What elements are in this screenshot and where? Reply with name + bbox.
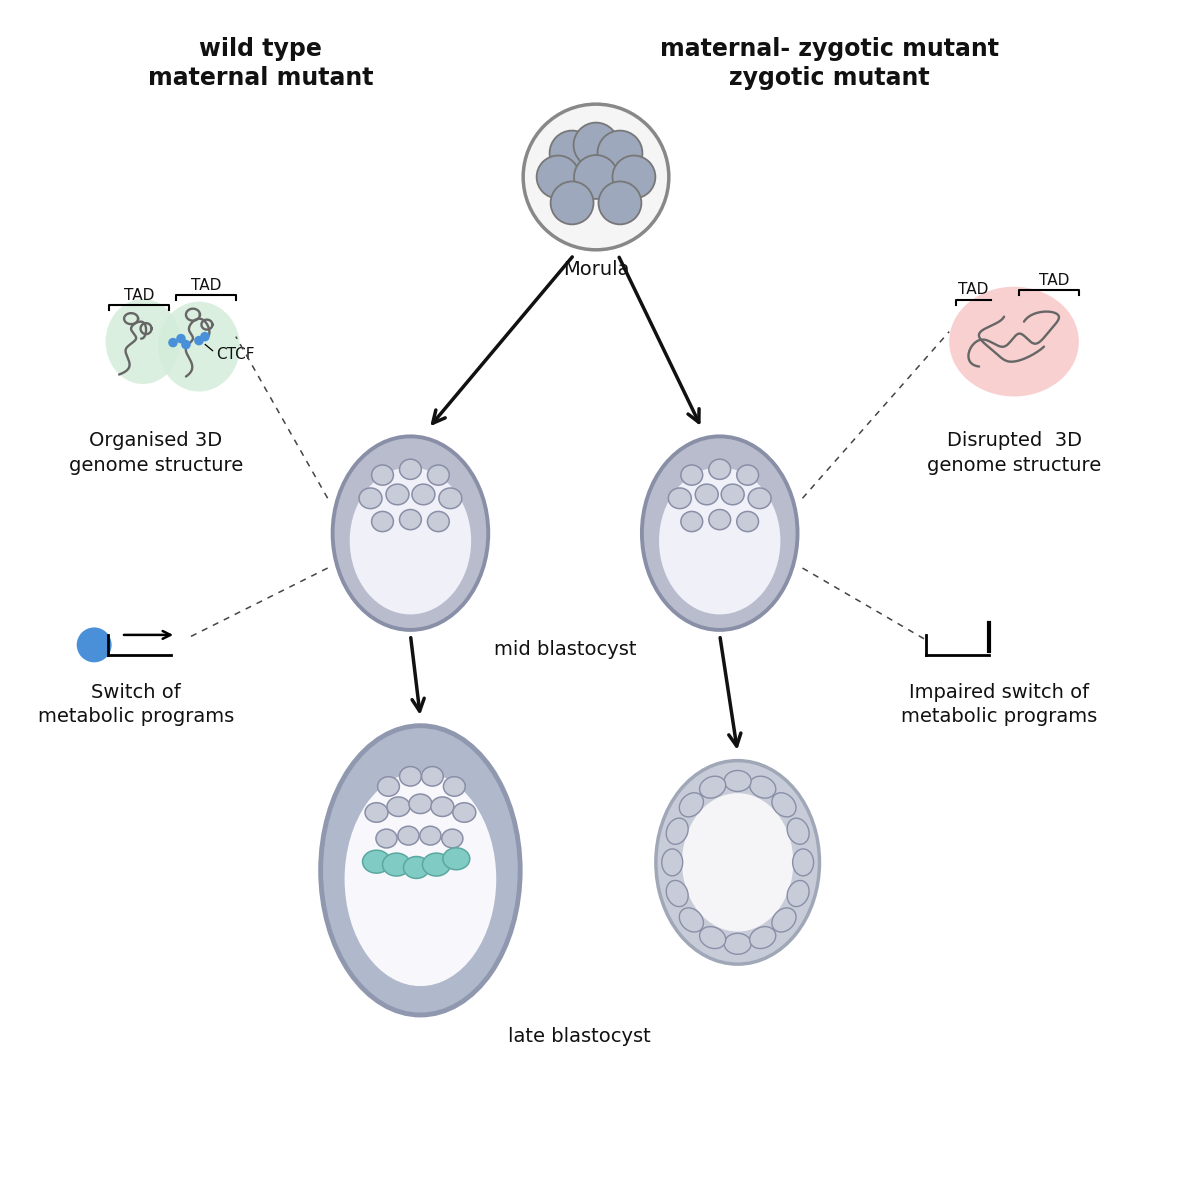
- Ellipse shape: [428, 511, 449, 531]
- Ellipse shape: [333, 436, 489, 630]
- Circle shape: [613, 156, 656, 199]
- Circle shape: [200, 332, 210, 342]
- Circle shape: [551, 181, 594, 224]
- Ellipse shape: [387, 797, 410, 817]
- Text: Switch of
metabolic programs: Switch of metabolic programs: [38, 682, 234, 727]
- Ellipse shape: [106, 299, 180, 384]
- Ellipse shape: [700, 777, 726, 798]
- Circle shape: [536, 156, 579, 199]
- Ellipse shape: [749, 488, 771, 509]
- Ellipse shape: [359, 488, 381, 509]
- Text: CTCF: CTCF: [216, 347, 254, 362]
- Ellipse shape: [750, 777, 776, 798]
- Circle shape: [598, 181, 641, 224]
- Ellipse shape: [949, 287, 1079, 397]
- Ellipse shape: [398, 827, 420, 846]
- Ellipse shape: [375, 829, 397, 848]
- Ellipse shape: [772, 793, 796, 817]
- Ellipse shape: [656, 761, 819, 965]
- Ellipse shape: [679, 908, 703, 933]
- Text: Disrupted  3D
genome structure: Disrupted 3D genome structure: [927, 431, 1101, 475]
- Ellipse shape: [695, 484, 719, 505]
- Ellipse shape: [159, 301, 240, 392]
- Ellipse shape: [422, 853, 451, 877]
- Circle shape: [575, 155, 617, 199]
- Ellipse shape: [372, 464, 393, 485]
- Text: TAD: TAD: [958, 282, 988, 297]
- Ellipse shape: [721, 484, 744, 505]
- Ellipse shape: [642, 436, 797, 630]
- Ellipse shape: [725, 771, 751, 792]
- Text: Morula: Morula: [563, 260, 629, 279]
- Ellipse shape: [793, 849, 814, 875]
- Text: Impaired switch of
metabolic programs: Impaired switch of metabolic programs: [901, 682, 1097, 727]
- Ellipse shape: [412, 484, 435, 505]
- Ellipse shape: [737, 464, 758, 485]
- Ellipse shape: [669, 488, 691, 509]
- Ellipse shape: [428, 464, 449, 485]
- Ellipse shape: [682, 793, 794, 931]
- Text: TAD: TAD: [191, 278, 221, 293]
- Circle shape: [176, 333, 186, 343]
- Ellipse shape: [737, 511, 758, 531]
- Text: TAD: TAD: [124, 288, 154, 303]
- Ellipse shape: [439, 488, 461, 509]
- Ellipse shape: [443, 777, 465, 797]
- Ellipse shape: [750, 927, 776, 948]
- Ellipse shape: [365, 803, 387, 822]
- Circle shape: [573, 123, 619, 168]
- Ellipse shape: [430, 797, 454, 817]
- Ellipse shape: [681, 464, 702, 485]
- Ellipse shape: [453, 803, 476, 822]
- Ellipse shape: [662, 849, 683, 875]
- Circle shape: [181, 339, 191, 349]
- Ellipse shape: [787, 818, 809, 844]
- Ellipse shape: [409, 794, 432, 813]
- Ellipse shape: [659, 467, 781, 615]
- Ellipse shape: [399, 460, 421, 479]
- Ellipse shape: [679, 793, 703, 817]
- Ellipse shape: [725, 934, 751, 954]
- Ellipse shape: [378, 777, 399, 797]
- Ellipse shape: [443, 848, 470, 869]
- Text: TAD: TAD: [1038, 273, 1069, 288]
- Text: Organised 3D
genome structure: Organised 3D genome structure: [69, 431, 243, 475]
- Ellipse shape: [787, 880, 809, 906]
- Ellipse shape: [442, 829, 462, 848]
- Ellipse shape: [383, 853, 410, 877]
- Text: mid blastocyst: mid blastocyst: [493, 640, 637, 659]
- Ellipse shape: [709, 460, 731, 479]
- Ellipse shape: [372, 511, 393, 531]
- Ellipse shape: [681, 511, 702, 531]
- Ellipse shape: [386, 484, 409, 505]
- Ellipse shape: [399, 510, 421, 530]
- Ellipse shape: [399, 767, 421, 786]
- Circle shape: [523, 104, 669, 250]
- Circle shape: [597, 131, 642, 175]
- Ellipse shape: [422, 767, 443, 786]
- Ellipse shape: [772, 908, 796, 933]
- Circle shape: [76, 628, 112, 662]
- Circle shape: [550, 131, 595, 175]
- Ellipse shape: [666, 818, 688, 844]
- Ellipse shape: [403, 856, 429, 879]
- Ellipse shape: [700, 927, 726, 948]
- Circle shape: [168, 338, 178, 348]
- Ellipse shape: [709, 510, 731, 530]
- Ellipse shape: [349, 467, 471, 615]
- Circle shape: [194, 336, 204, 345]
- Text: wild type
maternal mutant: wild type maternal mutant: [148, 37, 373, 91]
- Ellipse shape: [666, 880, 688, 906]
- Ellipse shape: [362, 850, 391, 873]
- Ellipse shape: [420, 827, 441, 846]
- Text: late blastocyst: late blastocyst: [508, 1027, 651, 1046]
- Ellipse shape: [321, 725, 520, 1015]
- Text: maternal- zygotic mutant
zygotic mutant: maternal- zygotic mutant zygotic mutant: [660, 37, 999, 91]
- Ellipse shape: [344, 772, 496, 986]
